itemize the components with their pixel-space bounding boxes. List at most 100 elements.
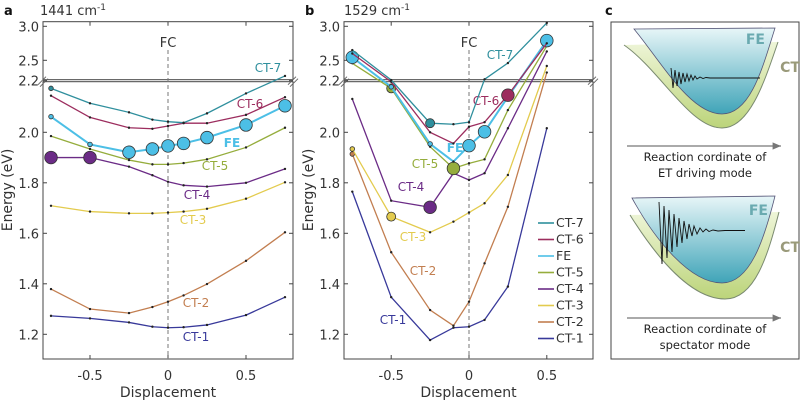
series-label: CT-4 — [184, 188, 211, 202]
x-tick-label: 0.5 — [236, 369, 257, 384]
state-marker — [278, 99, 292, 113]
data-point — [49, 314, 53, 318]
caption-top-line2: ET driving mode — [658, 166, 752, 180]
data-point — [452, 220, 455, 223]
x-axis-label: Displacement — [120, 385, 217, 401]
data-point — [151, 325, 154, 328]
legend-entry: CT-5 — [556, 265, 584, 280]
state-marker — [145, 142, 160, 156]
data-point — [182, 210, 185, 213]
panel-a-frequency: 1441 cm-1 — [40, 3, 106, 19]
state-marker — [239, 118, 253, 132]
axis-break-mark — [37, 76, 49, 88]
y-tick-label: 1.2 — [18, 328, 39, 343]
data-point — [351, 97, 354, 101]
data-point — [49, 287, 53, 291]
data-point — [244, 313, 248, 317]
data-point — [49, 94, 53, 97]
data-point — [483, 172, 486, 175]
schematic-panel-c: FE CT Reaction cordinate of ET driving m… — [610, 21, 800, 360]
data-point — [151, 118, 154, 121]
data-point — [151, 305, 154, 309]
fe-label-bottom: FE — [749, 203, 768, 219]
caption-bottom-line2: spectator mode — [660, 338, 751, 352]
state-marker — [388, 84, 394, 90]
data-point — [483, 202, 486, 205]
state-marker — [48, 113, 54, 120]
wavepacket-bottom — [658, 201, 745, 265]
data-point — [244, 92, 248, 95]
data-point — [49, 134, 53, 138]
data-point — [205, 282, 209, 286]
data-point — [351, 190, 354, 193]
y-tick-label: 1.4 — [319, 278, 340, 293]
data-point — [127, 165, 131, 168]
data-point — [283, 167, 287, 171]
data-point — [127, 311, 131, 315]
data-point — [467, 162, 471, 165]
state-marker — [200, 130, 214, 145]
legend-entry: CT-3 — [556, 298, 584, 313]
data-point — [506, 61, 510, 65]
x-tick-label: 0.5 — [536, 369, 557, 384]
x-tick-label: -0.5 — [77, 369, 102, 384]
data-point — [467, 121, 471, 124]
data-point — [49, 204, 53, 207]
data-point — [88, 210, 92, 213]
y-tick-label: 1.2 — [319, 328, 340, 343]
data-point — [283, 295, 287, 299]
data-point — [428, 231, 432, 234]
axis-break-mark — [338, 76, 350, 88]
caption-top-line1: Reaction cordinate of — [644, 150, 768, 164]
legend-entry: CT-2 — [556, 314, 584, 329]
state-marker — [423, 200, 437, 214]
y-tick-label: 2.5 — [18, 54, 39, 69]
y-tick-label: 2.0 — [18, 126, 39, 141]
data-point — [545, 127, 548, 130]
data-point — [151, 163, 154, 166]
panel-label-a: a — [4, 4, 13, 19]
data-point — [283, 231, 287, 234]
series-label: FE — [224, 136, 240, 150]
series-label: CT-7 — [255, 61, 282, 75]
caption-bottom-line1: Reaction cordinate of — [644, 322, 768, 336]
series-label: CT-5 — [412, 157, 439, 171]
state-marker — [501, 88, 515, 102]
series-ct-6: CT-6 — [351, 42, 548, 145]
fe-surface-top — [633, 27, 776, 115]
series-ct-2: CT-2 — [49, 231, 287, 315]
data-point — [244, 146, 248, 149]
data-point — [506, 285, 510, 288]
data-point — [166, 120, 170, 123]
data-point — [452, 326, 455, 329]
data-point — [182, 121, 185, 124]
series-label: CT-3 — [400, 230, 427, 244]
data-point — [483, 78, 486, 81]
series-line-ct-7 — [351, 22, 548, 125]
data-point — [506, 173, 510, 177]
data-point — [88, 307, 92, 311]
chart-panel-a: 3.0 2.5 2.2 2.0 1.8 1.6 1.4 1.2 -0.5 0 0.5 Displace… — [0, 20, 299, 401]
panel-label-b: b — [305, 4, 314, 19]
y-tick-label: 1.8 — [18, 177, 39, 192]
data-point — [545, 71, 548, 74]
fe-label-top: FE — [746, 32, 765, 48]
data-point — [182, 294, 185, 297]
data-point — [244, 113, 248, 117]
data-point — [506, 205, 510, 208]
panel-b-frequency: 1529 cm-1 — [344, 3, 410, 19]
data-point — [390, 295, 393, 299]
series-fe: FE — [345, 33, 554, 163]
data-point — [88, 102, 92, 105]
y-tick-label: 2.5 — [319, 54, 340, 69]
state-marker — [462, 138, 476, 153]
series-ct-1: CT-1 — [49, 295, 287, 344]
data-point — [182, 184, 185, 187]
data-point — [506, 127, 510, 130]
x-axis-label: Displacement — [420, 385, 517, 401]
chart-panel-b: 3.0 2.5 2.2 2.0 1.8 1.6 1.4 1.2 -0.5 0 0.5 Displace… — [301, 20, 599, 401]
data-point — [244, 259, 248, 263]
panel-label-c: c — [605, 4, 613, 19]
data-point — [483, 318, 486, 322]
